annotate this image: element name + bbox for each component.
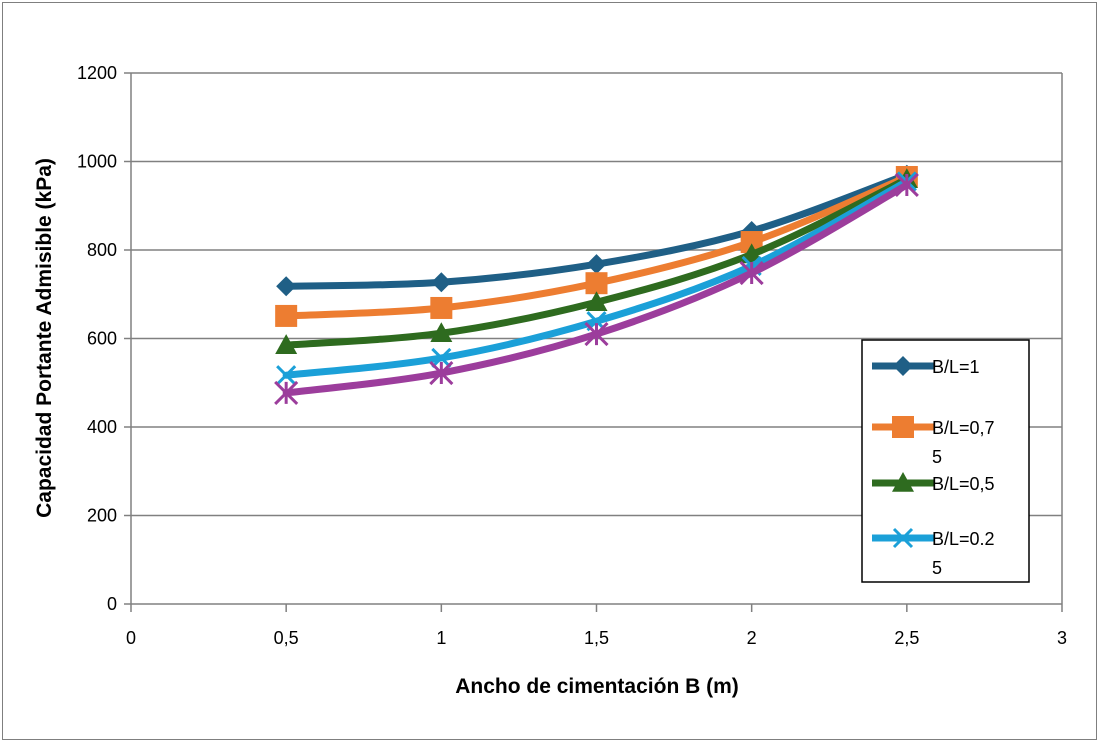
marker-x [892, 527, 914, 549]
marker-triangle [275, 334, 298, 354]
legend-label: B/L=0,5 [932, 474, 995, 494]
x-axis-title: Ancho de cimentación B (m) [455, 675, 739, 698]
marker-x [431, 347, 452, 369]
marker-square [892, 416, 914, 438]
series-5 [274, 172, 919, 405]
marker-triangle [430, 322, 453, 342]
marker-star [274, 380, 299, 405]
tick-labels: 0 200 400 600 800 1000 1200 0 0,5 1 1,5 2 2,5 3 [77, 63, 1067, 648]
legend-label: 5 [932, 558, 942, 578]
x-tick-label: 1 [436, 628, 446, 648]
marker-star [429, 360, 454, 386]
y-tick-label: 400 [87, 417, 117, 437]
marker-triangle [585, 291, 608, 312]
legend-label: B/L=0,7 [932, 418, 995, 438]
marker-triangle [892, 472, 914, 492]
x-tick-label: 1,5 [584, 628, 609, 648]
y-tick-label: 1000 [77, 152, 117, 172]
marker-star [894, 172, 919, 198]
marker-square [740, 231, 763, 254]
x-tick-label: 0 [126, 628, 136, 648]
marker-diamond [431, 272, 452, 293]
y-tick-label: 200 [87, 506, 117, 526]
series-group [274, 164, 919, 405]
legend-box [861, 339, 1030, 583]
marker-star [584, 322, 609, 347]
axes [124, 72, 1063, 612]
marker-diamond [586, 254, 607, 275]
y-tick-label: 600 [87, 329, 117, 349]
y-axis-title: Capacidad Portante Admisible (kPa) [33, 158, 56, 518]
y-tick-label: 1200 [77, 63, 117, 83]
marker-square [275, 304, 298, 327]
x-tick-label: 0,5 [274, 628, 299, 648]
legend: B/L=1 B/L=0,7 5 B/L=0,5 B/L=0.2 5 [861, 339, 1030, 583]
legend-label: B/L=1 [932, 357, 980, 377]
x-tick-label: 2 [747, 628, 757, 648]
marker-square [585, 272, 608, 295]
marker-x [276, 365, 297, 386]
marker-triangle [740, 243, 763, 264]
x-tick-label: 2,5 [894, 628, 919, 648]
legend-label: 5 [932, 447, 942, 467]
marker-diamond [893, 356, 913, 376]
marker-diamond [276, 276, 297, 297]
y-tick-label: 800 [87, 240, 117, 260]
marker-star [739, 260, 764, 286]
y-tick-label: 0 [107, 594, 117, 614]
x-tick-label: 3 [1057, 628, 1067, 648]
marker-square [430, 296, 453, 319]
legend-label: B/L=0.2 [932, 529, 995, 549]
